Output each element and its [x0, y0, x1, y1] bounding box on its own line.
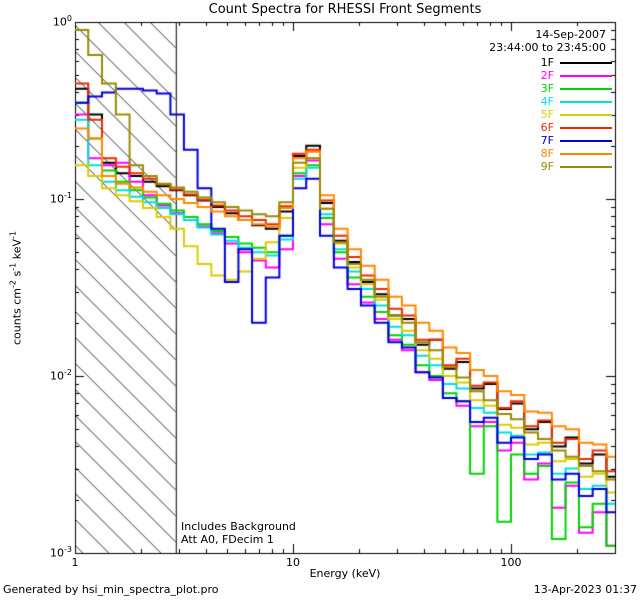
- legend-label: 4F: [540, 95, 554, 108]
- legend-item-3F: 3F: [541, 83, 612, 95]
- legend-item-6F: 6F: [541, 122, 612, 134]
- y-tick-label: 10-3: [50, 545, 72, 560]
- footer-timestamp: 13-Apr-2023 01:37: [533, 583, 637, 596]
- legend-label: 8F: [540, 147, 554, 160]
- x-tick-label: 10: [285, 556, 300, 569]
- legend-line-swatch: [560, 88, 612, 90]
- legend-item-1F: 1F: [541, 57, 612, 69]
- legend-item-8F: 8F: [541, 148, 612, 160]
- legend-item-2F: 2F: [541, 70, 612, 82]
- legend-item-4F: 4F: [541, 96, 612, 108]
- legend-item-5F: 5F: [541, 109, 612, 121]
- legend-line-swatch: [560, 101, 612, 103]
- legend-line-swatch: [560, 75, 612, 77]
- observation-time-range: 23:44:00 to 23:45:00: [489, 41, 606, 54]
- legend-label: 9F: [540, 160, 554, 173]
- annotation-attenuator-state: Att A0, FDecim 1: [181, 533, 274, 546]
- legend-item-7F: 7F: [541, 135, 612, 147]
- legend-label: 2F: [540, 69, 554, 82]
- legend-item-9F: 9F: [541, 161, 612, 173]
- legend-line-swatch: [560, 127, 612, 129]
- legend-line-swatch: [560, 140, 612, 142]
- y-axis-label: counts cm-2 s-1 keV-1: [8, 231, 24, 345]
- plot-title: Count Spectra for RHESSI Front Segments: [208, 2, 482, 17]
- legend-label: 7F: [540, 134, 554, 147]
- legend-label: 6F: [540, 121, 554, 134]
- x-tick-label: 100: [500, 556, 522, 569]
- legend-label: 1F: [540, 56, 554, 69]
- x-axis-label: Energy (keV): [309, 567, 381, 580]
- footer-generator: Generated by hsi_min_spectra_plot.pro: [3, 583, 219, 596]
- legend-line-swatch: [560, 62, 612, 64]
- legend-line-swatch: [560, 153, 612, 155]
- y-tick-label: 10-1: [50, 191, 72, 206]
- y-tick-label: 10-2: [50, 368, 72, 383]
- legend-line-swatch: [560, 166, 612, 168]
- y-tick-label: 100: [52, 14, 72, 29]
- annotation-includes-background: Includes Background: [181, 520, 296, 533]
- legend-line-swatch: [560, 114, 612, 116]
- legend-label: 5F: [540, 108, 554, 121]
- legend-label: 3F: [540, 82, 554, 95]
- observation-date: 14-Sep-2007: [535, 28, 606, 41]
- x-tick-label: 1: [71, 556, 79, 569]
